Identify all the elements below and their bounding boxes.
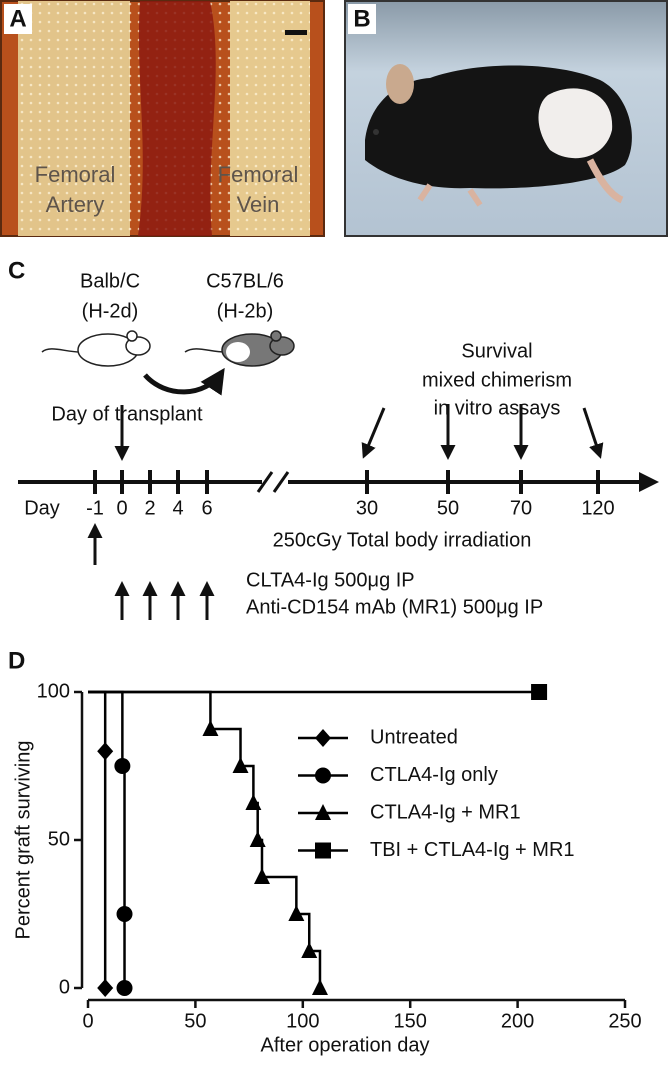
event-label: Anti-CD154 mAb (MR1) 500μg IP <box>246 596 543 618</box>
marker <box>114 758 131 774</box>
marker <box>315 729 331 747</box>
axis-break <box>272 471 290 493</box>
event-label: in vitro assays <box>434 397 561 419</box>
marker <box>288 905 305 921</box>
marker <box>97 979 114 997</box>
panel-label: B <box>353 5 370 32</box>
y-tick-label: 50 <box>48 828 70 850</box>
marker <box>245 794 262 810</box>
day-label: 120 <box>581 497 614 519</box>
photo-label: Vein <box>237 192 280 217</box>
marker <box>301 942 318 958</box>
y-axis-title: Percent graft surviving <box>12 741 34 940</box>
event-label: CLTA4-Ig 500μg IP <box>246 569 415 591</box>
legend-label: Untreated <box>370 726 458 748</box>
marker <box>249 831 266 847</box>
day-label: 50 <box>437 497 459 519</box>
event-label: Day of transplant <box>51 403 203 425</box>
x-tick-label: 200 <box>501 1010 534 1032</box>
marker <box>315 804 331 820</box>
strain-label: (H-2d) <box>82 300 139 322</box>
day-label: 0 <box>116 497 127 519</box>
photo-label: Femoral <box>35 162 116 187</box>
x-axis-title: After operation day <box>261 1034 430 1056</box>
panel-label: D <box>8 647 25 674</box>
photo-b: B <box>344 0 668 237</box>
marker <box>97 742 114 761</box>
day-label: -1 <box>86 497 104 519</box>
step-line <box>88 690 107 988</box>
legend-label: CTLA4-Ig + MR1 <box>370 801 521 823</box>
legend-label: TBI + CTLA4-Ig + MR1 <box>370 839 575 861</box>
event-label: mixed chimerism <box>422 369 572 391</box>
panel-label: A <box>9 5 26 32</box>
marker <box>315 842 331 859</box>
event-label: 250cGy Total body irradiation <box>273 529 532 551</box>
mouse-icon <box>184 330 295 367</box>
photo-label: Femoral <box>218 162 299 187</box>
day-label: 2 <box>144 497 155 519</box>
x-tick-label: 0 <box>82 1010 93 1032</box>
axis-label: Day <box>24 497 60 519</box>
photo-a: A Femoral Artery Femoral Vein <box>0 0 325 237</box>
strain-label: C57BL/6 <box>206 270 284 292</box>
marker <box>311 979 328 995</box>
x-tick-label: 100 <box>286 1010 319 1032</box>
y-tick-label: 100 <box>37 680 70 702</box>
strain-label: Balb/C <box>80 270 140 292</box>
axis-break <box>256 471 274 493</box>
survival-chart: D After operation day Percent graft surv… <box>8 647 642 1056</box>
day-label: 70 <box>510 497 532 519</box>
event-label: Survival <box>461 340 532 362</box>
x-tick-label: 50 <box>184 1010 206 1032</box>
panel-label: C <box>8 257 25 284</box>
day-label: 30 <box>356 497 378 519</box>
legend-label: CTLA4-Ig only <box>370 764 498 786</box>
day-label: 4 <box>172 497 183 519</box>
x-tick-label: 150 <box>394 1010 427 1032</box>
marker <box>531 684 548 700</box>
y-tick-label: 0 <box>59 976 70 998</box>
timeline-panel: C Balb/C (H-2d) C57BL/6 (H-2b) Day of tr… <box>8 257 659 620</box>
marker <box>116 906 133 922</box>
transfer-arrow <box>143 367 225 396</box>
strain-label: (H-2b) <box>217 300 274 322</box>
day-label: 6 <box>201 497 212 519</box>
mouse-icon <box>41 330 151 367</box>
marker <box>202 720 219 736</box>
photo-label: Artery <box>46 192 105 217</box>
marker <box>116 980 133 996</box>
marker <box>315 767 331 784</box>
marker <box>232 757 249 773</box>
marker <box>253 868 270 884</box>
x-tick-label: 250 <box>608 1010 641 1032</box>
